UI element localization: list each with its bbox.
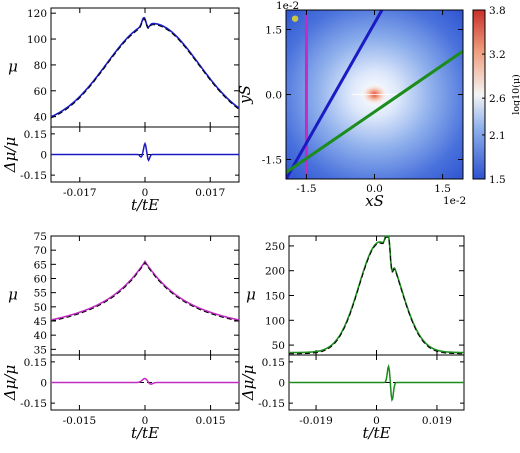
x-tick-label: -0.015 <box>63 415 97 427</box>
y-tick-label: 35 <box>34 344 47 356</box>
mu-dashed-model <box>289 236 464 355</box>
mu-axes-frame <box>288 235 465 356</box>
mu-axes-frame <box>50 235 240 356</box>
y-tick-label: 120 <box>27 8 47 20</box>
y-tick-label: -1.5 <box>262 155 282 167</box>
colorbar-tick-label: 3.8 <box>489 5 506 17</box>
y-tick-label: 40 <box>34 330 47 342</box>
x-tick-label: 0.015 <box>196 415 226 427</box>
residual-tick-label: 0.15 <box>262 357 285 369</box>
y-tick-label: 75 <box>34 231 47 243</box>
y-tick-label: 80 <box>34 60 47 72</box>
x-tick-label: 0 <box>142 187 149 199</box>
mu-axis-label: μ <box>8 286 18 304</box>
y-axis-label: yS <box>236 85 254 105</box>
colorbar-tick-label: 2.6 <box>489 93 506 105</box>
x-tick-label: -0.017 <box>63 187 97 199</box>
y-tick-label: 1.5 <box>265 25 282 37</box>
mu-dashed-model <box>50 18 240 119</box>
mu-axes-frame <box>50 7 240 128</box>
mu-curve <box>289 235 464 354</box>
source-plane-map: -1.5 0.0 1.5 1.5 0.0 -1.5 1e-2 1e-2 xS yS 3.8 3.2 2.… <box>236 0 520 210</box>
x-axis-label: t/tE <box>131 196 159 214</box>
y-tick-label: 60 <box>34 86 47 98</box>
x-tick-label: -0.019 <box>299 415 333 427</box>
colorbar <box>472 9 486 180</box>
y-tick-label: 45 <box>34 316 47 328</box>
x-axis-label: t/tE <box>131 424 159 442</box>
mu-curve <box>50 260 240 321</box>
x-tick-label: 0.019 <box>422 415 452 427</box>
y-scale-label: 1e-2 <box>276 0 299 12</box>
residual-curve <box>289 363 464 402</box>
residual-tick-label: -0.15 <box>20 398 47 410</box>
mu-curve <box>50 16 240 118</box>
y-tick-label: 200 <box>265 266 285 278</box>
colorbar-tick-label: 3.2 <box>489 49 506 61</box>
y-tick-label: 250 <box>265 241 285 253</box>
residual-tick-label: 0 <box>40 378 47 390</box>
y-tick-label: 40 <box>34 112 47 124</box>
residual-axis-label: Δμ/μ <box>1 365 19 401</box>
track-blue <box>286 10 384 179</box>
y-tick-label: 50 <box>34 302 47 314</box>
residual-tick-label: 0 <box>40 150 47 162</box>
x-tick-label: 0 <box>373 415 380 427</box>
y-tick-label: 100 <box>27 34 47 46</box>
residual-axis-label: Δμ/μ <box>1 137 19 173</box>
panel-tl: 40 60 80 100 120 0.15 0 -0.15 -0.017 0 0.017 μ Δμ/μ t… <box>1 7 240 214</box>
residual-tick-label: 0.15 <box>24 129 47 141</box>
x-axis-label: xS <box>365 192 384 210</box>
colorbar-tick-label: 2.1 <box>489 130 506 142</box>
y-tick-label: 100 <box>265 315 285 327</box>
residual-tick-label: -0.15 <box>258 398 285 410</box>
mu-dashed-model <box>50 261 240 322</box>
x-tick-label: -1.5 <box>296 183 316 195</box>
y-tick-label: 150 <box>265 291 285 303</box>
mu-axis-label: μ <box>8 58 18 76</box>
y-tick-label: 0.0 <box>265 90 282 102</box>
residual-tick-label: 0 <box>278 378 285 390</box>
residual-curve <box>51 377 239 385</box>
y-tick-label: 60 <box>34 274 47 286</box>
x-tick-label: 0.0 <box>366 183 383 195</box>
track-green <box>286 49 463 174</box>
x-tick-label: 0.017 <box>195 187 225 199</box>
x-axis-label: t/tE <box>362 424 390 442</box>
colorbar-label: log10(μ) <box>511 74 520 115</box>
source-tracks <box>286 10 463 179</box>
panel-br: 50 100 150 200 250 0.15 0 -0.15 -0.019 0 0.019 μ Δμ/… <box>239 235 465 442</box>
x-tick-label: 1.5 <box>434 183 451 195</box>
residual-tick-label: 0.15 <box>24 357 47 369</box>
y-tick-label: 55 <box>34 288 47 300</box>
x-tick-label: 0 <box>142 415 149 427</box>
residual-curve <box>51 141 239 162</box>
y-tick-label: 65 <box>34 259 47 271</box>
colorbar-tick-label: 1.5 <box>489 174 506 186</box>
source-disk-marker <box>291 15 299 22</box>
y-tick-label: 50 <box>272 340 285 352</box>
x-scale-label: 1e-2 <box>443 195 466 207</box>
residual-tick-label: -0.15 <box>20 170 47 182</box>
panel-bl: 35 40 45 50 55 60 65 70 75 0.15 0 -0.15 -0.015 0 0.015… <box>1 231 240 442</box>
y-tick-label: 70 <box>34 245 47 257</box>
residual-axis-label: Δμ/μ <box>239 365 257 401</box>
mu-axis-label: μ <box>246 286 256 304</box>
